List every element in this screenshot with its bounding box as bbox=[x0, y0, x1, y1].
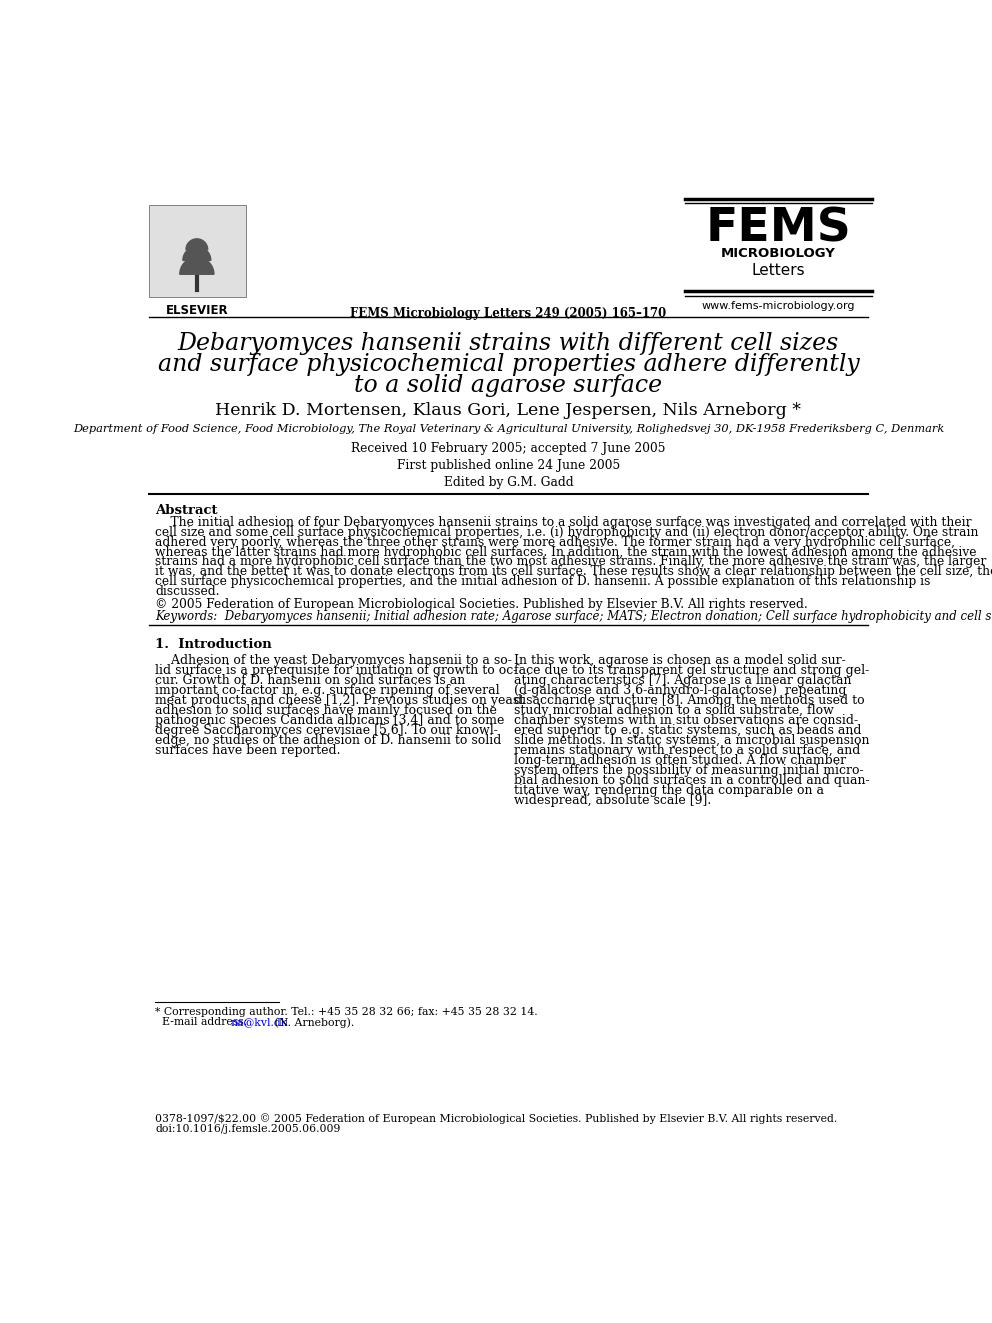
Text: na@kvl.dk: na@kvl.dk bbox=[231, 1017, 289, 1028]
Text: Keywords:  Debaryomyces hansenii; Initial adhesion rate; Agarose surface; MATS; : Keywords: Debaryomyces hansenii; Initial… bbox=[155, 610, 992, 623]
Text: study microbial adhesion to a solid substrate, flow: study microbial adhesion to a solid subs… bbox=[514, 704, 833, 717]
Text: disaccharide structure [8]. Among the methods used to: disaccharide structure [8]. Among the me… bbox=[514, 693, 864, 706]
Text: (d-galactose and 3,6-anhydro-l-galactose)  repeating: (d-galactose and 3,6-anhydro-l-galactose… bbox=[514, 684, 846, 697]
Text: 1.  Introduction: 1. Introduction bbox=[155, 638, 272, 651]
Text: In this work, agarose is chosen as a model solid sur-: In this work, agarose is chosen as a mod… bbox=[514, 654, 845, 667]
Polygon shape bbox=[180, 258, 214, 274]
Text: and surface physicochemical properties adhere differently: and surface physicochemical properties a… bbox=[158, 353, 859, 376]
Polygon shape bbox=[183, 246, 210, 261]
Text: Received 10 February 2005; accepted 7 June 2005: Received 10 February 2005; accepted 7 Ju… bbox=[351, 442, 666, 455]
Text: © 2005 Federation of European Microbiological Societies. Published by Elsevier B: © 2005 Federation of European Microbiolo… bbox=[155, 598, 807, 611]
Text: adhered very poorly, whereas the three other strains were more adhesive. The for: adhered very poorly, whereas the three o… bbox=[155, 536, 955, 549]
Text: MICROBIOLOGY: MICROBIOLOGY bbox=[720, 247, 835, 261]
Text: system offers the possibility of measuring initial micro-: system offers the possibility of measuri… bbox=[514, 763, 863, 777]
Bar bbox=[149, 205, 246, 298]
Text: Department of Food Science, Food Microbiology, The Royal Veterinary & Agricultur: Department of Food Science, Food Microbi… bbox=[72, 425, 944, 434]
Text: lid surface is a prerequisite for initiation of growth to oc-: lid surface is a prerequisite for initia… bbox=[155, 664, 518, 677]
Text: bial adhesion to solid surfaces in a controlled and quan-: bial adhesion to solid surfaces in a con… bbox=[514, 774, 869, 787]
Text: ered superior to e.g. static systems, such as beads and: ered superior to e.g. static systems, su… bbox=[514, 724, 861, 737]
Text: First published online 24 June 2005: First published online 24 June 2005 bbox=[397, 459, 620, 472]
Text: Adhesion of the yeast Debaryomyces hansenii to a so-: Adhesion of the yeast Debaryomyces hanse… bbox=[155, 654, 512, 667]
Text: face due to its transparent gel structure and strong gel-: face due to its transparent gel structur… bbox=[514, 664, 869, 677]
Text: meat products and cheese [1,2]. Previous studies on yeast: meat products and cheese [1,2]. Previous… bbox=[155, 693, 524, 706]
Text: slide methods. In static systems, a microbial suspension: slide methods. In static systems, a micr… bbox=[514, 734, 869, 747]
Text: www.fems-microbiology.org: www.fems-microbiology.org bbox=[701, 302, 855, 311]
Text: surfaces have been reported.: surfaces have been reported. bbox=[155, 744, 340, 757]
Text: strains had a more hydrophobic cell surface than the two most adhesive strains. : strains had a more hydrophobic cell surf… bbox=[155, 556, 986, 569]
Text: titative way, rendering the data comparable on a: titative way, rendering the data compara… bbox=[514, 785, 823, 796]
Text: whereas the latter strains had more hydrophobic cell surfaces. In addition, the : whereas the latter strains had more hydr… bbox=[155, 545, 976, 558]
Text: it was, and the better it was to donate electrons from its cell surface. These r: it was, and the better it was to donate … bbox=[155, 565, 992, 578]
Text: adhesion to solid surfaces have mainly focused on the: adhesion to solid surfaces have mainly f… bbox=[155, 704, 497, 717]
Text: edge, no studies of the adhesion of D. hansenii to solid: edge, no studies of the adhesion of D. h… bbox=[155, 734, 501, 747]
Text: 0378-1097/$22.00 © 2005 Federation of European Microbiological Societies. Publis: 0378-1097/$22.00 © 2005 Federation of Eu… bbox=[155, 1114, 837, 1125]
Text: cell surface physicochemical properties, and the initial adhesion of D. hansenii: cell surface physicochemical properties,… bbox=[155, 576, 930, 589]
Text: Edited by G.M. Gadd: Edited by G.M. Gadd bbox=[443, 476, 573, 490]
Text: widespread, absolute scale [9].: widespread, absolute scale [9]. bbox=[514, 794, 711, 807]
Text: cell size and some cell surface physicochemical properties, i.e. (i) hydrophobic: cell size and some cell surface physicoc… bbox=[155, 527, 978, 538]
Text: Henrik D. Mortensen, Klaus Gori, Lene Jespersen, Nils Arneborg *: Henrik D. Mortensen, Klaus Gori, Lene Je… bbox=[215, 402, 802, 419]
Text: Debaryomyces hansenii strains with different cell sizes: Debaryomyces hansenii strains with diffe… bbox=[178, 332, 839, 355]
Text: degree Saccharomyces cerevisiae [5,6]. To our knowl-: degree Saccharomyces cerevisiae [5,6]. T… bbox=[155, 724, 498, 737]
Text: important co-factor in, e.g. surface ripening of several: important co-factor in, e.g. surface rip… bbox=[155, 684, 500, 697]
Text: chamber systems with in situ observations are consid-: chamber systems with in situ observation… bbox=[514, 714, 858, 726]
Text: cur. Growth of D. hansenii on solid surfaces is an: cur. Growth of D. hansenii on solid surf… bbox=[155, 673, 465, 687]
Text: ating characteristics [7]. Agarose is a linear galactan: ating characteristics [7]. Agarose is a … bbox=[514, 673, 851, 687]
Text: pathogenic species Candida albicans [3,4] and to some: pathogenic species Candida albicans [3,4… bbox=[155, 714, 504, 726]
Text: (N. Arneborg).: (N. Arneborg). bbox=[271, 1017, 354, 1028]
Text: ELSEVIER: ELSEVIER bbox=[166, 303, 228, 316]
Text: * Corresponding author. Tel.: +45 35 28 32 66; fax: +45 35 28 32 14.: * Corresponding author. Tel.: +45 35 28 … bbox=[155, 1007, 538, 1017]
Text: remains stationary with respect to a solid surface, and: remains stationary with respect to a sol… bbox=[514, 744, 860, 757]
Polygon shape bbox=[186, 239, 207, 250]
Text: The initial adhesion of four Debaryomyces hansenii strains to a solid agarose su: The initial adhesion of four Debaryomyce… bbox=[155, 516, 971, 529]
Text: long-term adhesion is often studied. A flow chamber: long-term adhesion is often studied. A f… bbox=[514, 754, 846, 767]
Text: to a solid agarose surface: to a solid agarose surface bbox=[354, 373, 663, 397]
Text: Abstract: Abstract bbox=[155, 504, 217, 517]
Text: FEMS: FEMS bbox=[705, 206, 851, 251]
Text: E-mail address:: E-mail address: bbox=[155, 1017, 251, 1028]
Text: Letters: Letters bbox=[751, 263, 805, 278]
Text: FEMS Microbiology Letters 249 (2005) 165–170: FEMS Microbiology Letters 249 (2005) 165… bbox=[350, 307, 667, 320]
Text: doi:10.1016/j.femsle.2005.06.009: doi:10.1016/j.femsle.2005.06.009 bbox=[155, 1123, 340, 1134]
Text: discussed.: discussed. bbox=[155, 585, 219, 598]
